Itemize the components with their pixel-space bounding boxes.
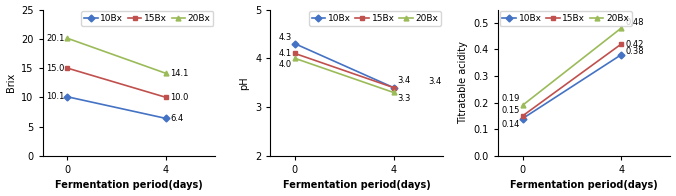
Line: 10Bx: 10Bx bbox=[65, 94, 168, 121]
Legend: 10Bx, 15Bx, 20Bx: 10Bx, 15Bx, 20Bx bbox=[309, 11, 441, 26]
20Bx bbox=[518, 104, 527, 106]
Text: 4.3: 4.3 bbox=[279, 33, 292, 42]
15Bx bbox=[617, 43, 625, 45]
15Bx bbox=[162, 96, 170, 99]
15Bx bbox=[518, 115, 527, 117]
10Bx bbox=[162, 117, 170, 120]
Legend: 10Bx, 15Bx, 20Bx: 10Bx, 15Bx, 20Bx bbox=[81, 11, 214, 26]
20Bx bbox=[389, 91, 397, 94]
X-axis label: Fermentation period(days): Fermentation period(days) bbox=[510, 181, 658, 191]
Text: 3.4: 3.4 bbox=[397, 76, 411, 85]
Line: 20Bx: 20Bx bbox=[293, 56, 396, 95]
Text: 0.14: 0.14 bbox=[502, 120, 520, 129]
Text: 0.38: 0.38 bbox=[625, 47, 644, 56]
Y-axis label: Titratable acidity: Titratable acidity bbox=[458, 41, 468, 124]
10Bx bbox=[291, 43, 299, 45]
10Bx bbox=[617, 54, 625, 56]
Text: 10.1: 10.1 bbox=[46, 92, 64, 101]
Line: 20Bx: 20Bx bbox=[65, 36, 168, 76]
Y-axis label: pH: pH bbox=[239, 76, 249, 90]
Text: 6.4: 6.4 bbox=[170, 114, 183, 123]
Text: 10.0: 10.0 bbox=[170, 93, 189, 102]
Text: 3.3: 3.3 bbox=[397, 94, 411, 103]
Line: 10Bx: 10Bx bbox=[293, 41, 396, 90]
Text: 4.0: 4.0 bbox=[279, 60, 292, 69]
15Bx bbox=[389, 86, 397, 89]
X-axis label: Fermentation period(days): Fermentation period(days) bbox=[283, 181, 431, 191]
Line: 20Bx: 20Bx bbox=[520, 26, 623, 108]
Text: 4.1: 4.1 bbox=[279, 49, 292, 58]
Text: 20.1: 20.1 bbox=[46, 34, 64, 43]
20Bx bbox=[162, 72, 170, 74]
Line: 10Bx: 10Bx bbox=[520, 52, 623, 121]
Text: 15.0: 15.0 bbox=[46, 64, 64, 73]
Text: 0.42: 0.42 bbox=[625, 40, 644, 49]
Y-axis label: Brix: Brix bbox=[5, 73, 16, 92]
Line: 15Bx: 15Bx bbox=[65, 66, 168, 100]
20Bx bbox=[64, 37, 72, 39]
20Bx bbox=[617, 27, 625, 29]
X-axis label: Fermentation period(days): Fermentation period(days) bbox=[55, 181, 203, 191]
Legend: 10Bx, 15Bx, 20Bx: 10Bx, 15Bx, 20Bx bbox=[500, 11, 632, 26]
Text: 0.48: 0.48 bbox=[625, 18, 644, 27]
Text: 0.19: 0.19 bbox=[502, 93, 520, 103]
Line: 15Bx: 15Bx bbox=[520, 42, 623, 118]
10Bx bbox=[389, 86, 397, 89]
Text: 0.15: 0.15 bbox=[502, 106, 520, 115]
Text: 3.4: 3.4 bbox=[429, 77, 441, 86]
10Bx bbox=[518, 117, 527, 120]
Text: 14.1: 14.1 bbox=[170, 69, 189, 78]
10Bx bbox=[64, 96, 72, 98]
20Bx bbox=[291, 57, 299, 60]
15Bx bbox=[64, 67, 72, 69]
Line: 15Bx: 15Bx bbox=[293, 51, 396, 90]
15Bx bbox=[291, 52, 299, 55]
